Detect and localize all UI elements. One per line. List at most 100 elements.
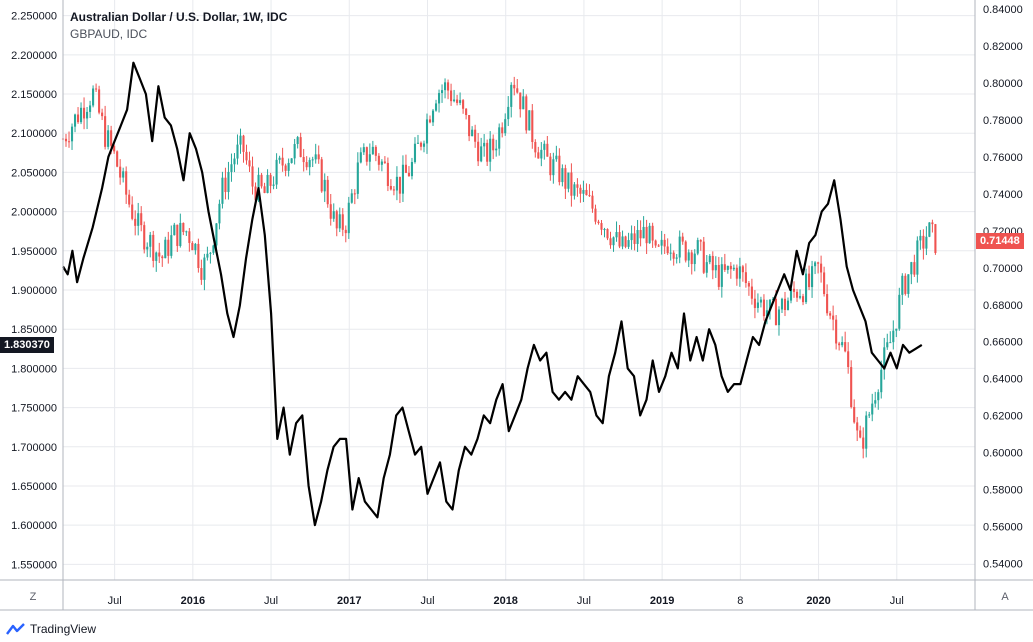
audusd-candle-body — [167, 239, 170, 256]
legend-main-title[interactable]: Australian Dollar / U.S. Dollar, 1W, IDC — [70, 10, 288, 24]
audusd-candle-body — [155, 252, 158, 261]
audusd-candle-body — [332, 211, 335, 219]
audusd-candle-body — [789, 288, 793, 301]
audusd-candle-body — [934, 224, 937, 253]
audusd-candle-body — [892, 330, 895, 343]
audusd-candle-body — [738, 266, 741, 279]
audusd-candle-body — [931, 222, 934, 225]
audusd-candle-body — [723, 264, 726, 270]
audusd-candle-body — [392, 189, 395, 191]
audusd-candle-body — [847, 351, 850, 368]
audusd-candle-body — [811, 266, 814, 288]
audusd-candle-body — [251, 166, 254, 187]
audusd-candle-body — [699, 240, 702, 242]
grid-layer — [63, 0, 975, 580]
audusd-candle-body — [567, 172, 570, 189]
audusd-candle-body — [907, 274, 910, 294]
audusd-candle-body — [101, 112, 104, 117]
audusd-candle-body — [750, 286, 753, 299]
x-axis-tick-label: 2018 — [493, 595, 517, 607]
audusd-candle-body — [206, 253, 209, 258]
audusd-candle-body — [83, 107, 86, 119]
tradingview-brand[interactable]: TradingView — [6, 620, 96, 638]
audusd-candle-body — [260, 174, 263, 187]
audusd-candle-body — [323, 179, 326, 192]
left-axis-tick-label: 1.800000 — [11, 363, 57, 375]
audusd-candle-body — [762, 299, 765, 317]
audusd-candle-body — [89, 105, 92, 112]
audusd-candle-body — [717, 265, 720, 287]
audusd-candle-body — [798, 296, 802, 298]
auto-scale-left-button[interactable]: Z — [29, 591, 37, 603]
audusd-candle-body — [305, 162, 308, 168]
audusd-candle-body — [666, 246, 669, 254]
right-axis-tick-label: 0.82000 — [983, 41, 1023, 53]
audusd-candle-body — [711, 255, 714, 271]
audusd-candle-body — [350, 193, 353, 203]
audusd-last-price-tag: 0.71448 — [976, 233, 1024, 250]
audusd-candle-body — [498, 127, 501, 149]
audusd-candle-body — [176, 224, 179, 246]
audusd-candle-body — [104, 116, 107, 147]
audusd-candle-body — [275, 159, 278, 185]
audusd-candle-body — [395, 176, 398, 191]
tradingview-brand-label: TradingView — [30, 622, 97, 636]
audusd-candle-body — [122, 171, 125, 178]
audusd-candle-body — [654, 240, 657, 246]
right-axis-tick-label: 0.80000 — [983, 78, 1023, 90]
audusd-candle-body — [314, 154, 317, 160]
audusd-candle-body — [817, 262, 820, 264]
audusd-candle-body — [386, 162, 389, 186]
audusd-candle-body — [856, 422, 859, 431]
audusd-candle-body — [480, 146, 483, 162]
audusd-candle-body — [191, 242, 194, 251]
audusd-candle-body — [663, 239, 666, 247]
audusd-candle-body — [777, 309, 781, 326]
audusd-candle-body — [107, 130, 110, 147]
audusd-candle-body — [726, 265, 729, 270]
audusd-candle-body — [425, 119, 429, 144]
audusd-candle-body — [874, 400, 877, 404]
audusd-candle-body — [705, 262, 708, 273]
audusd-candle-body — [630, 233, 633, 241]
audusd-candle-body — [248, 160, 251, 167]
audusd-candle-body — [173, 224, 176, 236]
audusd-candle-body — [657, 245, 660, 247]
audusd-candle-body — [468, 115, 471, 137]
audusd-candle-body — [269, 174, 272, 186]
audusd-candle-body — [371, 146, 374, 155]
audusd-candle-body — [152, 234, 155, 261]
audusd-candle-body — [320, 159, 323, 192]
audusd-candle-body — [850, 367, 853, 408]
audusd-candle-body — [447, 82, 450, 91]
audusd-candle-body — [380, 161, 383, 165]
audusd-candles — [61, 76, 937, 459]
auto-scale-right-button[interactable]: A — [1001, 591, 1009, 603]
audusd-candle-body — [110, 130, 113, 146]
audusd-candle-body — [407, 172, 411, 177]
audusd-candle-body — [808, 273, 811, 288]
audusd-candle-body — [534, 141, 537, 153]
audusd-candle-body — [606, 229, 609, 239]
audusd-candle-body — [203, 257, 206, 280]
audusd-candle-body — [645, 226, 648, 244]
right-axis-tick-label: 0.64000 — [983, 374, 1023, 386]
audusd-candle-body — [690, 252, 693, 265]
audusd-candle-body — [326, 179, 329, 205]
audusd-candle-body — [549, 156, 552, 176]
audusd-candle-body — [368, 154, 371, 162]
audusd-candle-body — [146, 246, 149, 250]
audusd-candle-body — [753, 298, 756, 308]
audusd-candle-body — [197, 243, 200, 269]
audusd-candle-body — [140, 213, 143, 226]
legend-compare-title[interactable]: GBPAUD, IDC — [70, 27, 148, 41]
right-axis-tick-label: 0.68000 — [983, 300, 1023, 312]
audusd-candle-body — [278, 157, 281, 160]
audusd-candle-body — [862, 437, 865, 449]
audusd-candle-body — [786, 300, 790, 310]
audusd-candle-body — [765, 310, 768, 317]
audusd-candle-body — [747, 283, 750, 287]
audusd-candle-body — [416, 142, 420, 144]
audusd-candle-body — [86, 111, 89, 119]
